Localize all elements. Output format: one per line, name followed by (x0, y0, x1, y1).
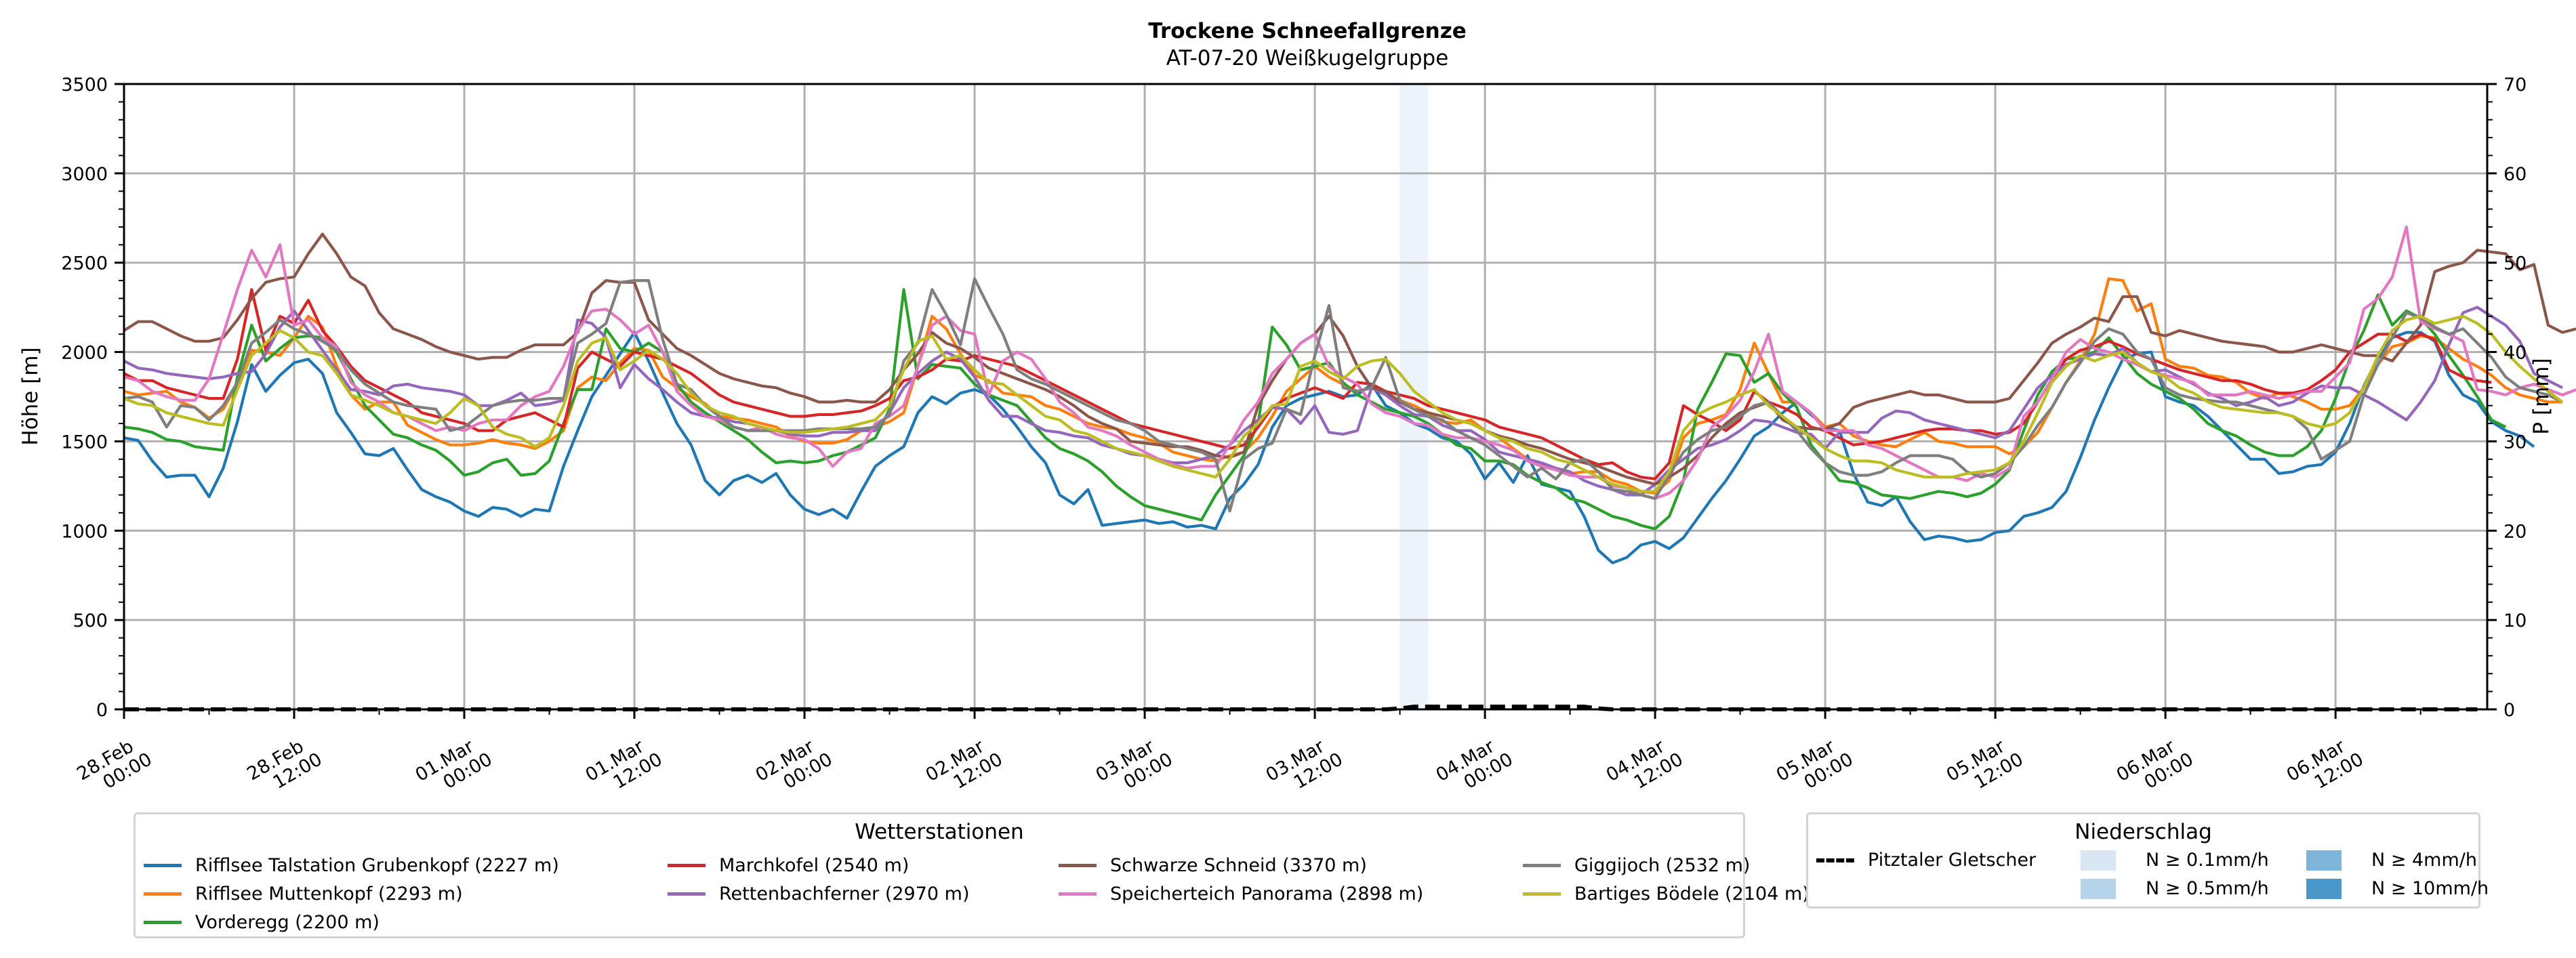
y-tick-label: 3500 (61, 75, 108, 96)
legend-swatch (1523, 864, 1561, 867)
x-axis: 28.Feb00:00 28.Feb12:00 01.Mar00:00 01.Mar1… (73, 709, 2421, 804)
x-tick-label: 03.Mar12:00 (1263, 731, 1347, 804)
legend-swatch (144, 892, 182, 896)
legend-swatch (1059, 892, 1097, 896)
y-right-tick-label: 70 (2503, 75, 2527, 96)
y-right-tick-label: 0 (2503, 700, 2515, 721)
legend-item-station: Marchkofel (2540 m) (668, 855, 909, 876)
legend-swatch (1059, 864, 1097, 867)
y-axis-left: 0 500 1000 1500 2000 2500 3000 3500 (61, 75, 124, 721)
legend-label: Vorderegg (2200 m) (195, 912, 380, 933)
legend-label: N ≥ 0.5mm/h (2146, 878, 2269, 899)
legend-label: Rettenbachferner (2970 m) (719, 883, 970, 904)
legend-swatch-patch (2081, 878, 2116, 899)
y-right-tick-label: 60 (2503, 164, 2527, 185)
y-tick-label: 3000 (61, 164, 108, 185)
x-tick-label: 02.Mar00:00 (752, 731, 836, 804)
y-right-tick-label: 20 (2503, 521, 2527, 542)
legend-swatch-patch (2306, 850, 2342, 871)
x-tick-label: 01.Mar00:00 (412, 731, 496, 804)
legend-label: Speicherteich Panorama (2898 m) (1110, 883, 1424, 904)
legend-label: Giggijoch (2532 m) (1574, 855, 1751, 876)
x-tick-label: 06.Mar00:00 (2113, 731, 2197, 804)
legend-label: Bartiges Bödele (2104 m) (1574, 883, 1810, 904)
legend-item-precip-class: N ≥ 0.1mm/h (2081, 850, 2269, 871)
legend-item-station: Bartiges Bödele (2104 m) (1523, 883, 1810, 904)
y-axis-right-label: P [mm] (2529, 358, 2554, 434)
x-tick-label: 03.Mar00:00 (1092, 731, 1177, 804)
legend-stations: Wetterstationen Rifflsee Talstation Grub… (134, 812, 1810, 938)
legend-item-station: Rettenbachferner (2970 m) (668, 883, 970, 904)
legend-label: N ≥ 10mm/h (2371, 878, 2489, 899)
y-right-tick-label: 30 (2503, 432, 2527, 453)
x-tick-label: 01.Mar12:00 (582, 731, 666, 804)
legend-label: N ≥ 4mm/h (2371, 850, 2477, 871)
legend-swatch-patch (2306, 878, 2342, 899)
y-axis-label: Höhe [m] (18, 347, 43, 445)
legend-swatch (668, 864, 706, 867)
legend-item-precip-class: N ≥ 10mm/h (2306, 878, 2489, 899)
x-tick-label: 04.Mar12:00 (1603, 731, 1687, 804)
legend-label: Rifflsee Talstation Grubenkopf (2227 m) (195, 855, 559, 876)
y-right-tick-label: 50 (2503, 253, 2527, 274)
legend-label: Pitztaler Gletscher (1868, 850, 2037, 871)
x-tick-label: 06.Mar12:00 (2283, 731, 2367, 804)
series-line-rifflsee-talstation-grubenkopf-2227-m (123, 331, 2535, 564)
legend-swatch-patch (2081, 850, 2116, 871)
legend-swatch-dashed (1816, 858, 1854, 862)
legend-item-station: Schwarze Schneid (3370 m) (1059, 855, 1367, 876)
legend-label: N ≥ 0.1mm/h (2146, 850, 2269, 871)
legend-item-pitztaler-gletscher: Pitztaler Gletscher (1816, 850, 2036, 871)
legend-swatch (1523, 892, 1561, 896)
series-line-giggijoch-2532-m (123, 277, 2563, 513)
y-right-tick-label: 40 (2503, 343, 2527, 364)
y-right-tick-label: 10 (2503, 610, 2527, 631)
x-tick-label: 28.Feb12:00 (243, 731, 325, 802)
y-tick-label: 2500 (61, 253, 108, 274)
y-tick-label: 1500 (61, 432, 108, 453)
x-tick-label: 04.Mar00:00 (1433, 731, 1517, 804)
y-tick-label: 0 (96, 700, 108, 721)
chart-title: Trockene Schneefallgrenze (1148, 19, 1467, 43)
series-line-vorderegg-2200-m (123, 288, 2507, 530)
y-tick-label: 1000 (61, 521, 108, 542)
series-lines (123, 225, 2576, 564)
legend-item-station: Rifflsee Talstation Grubenkopf (2227 m) (144, 855, 559, 876)
legend-item-station: Speicherteich Panorama (2898 m) (1059, 883, 1423, 904)
x-tick-label: 28.Feb00:00 (73, 731, 155, 802)
legend-swatch (668, 892, 706, 896)
legend-swatch (144, 864, 182, 867)
series-line-bartiges-b-dele-2104-m (123, 314, 2564, 493)
legend-item-station: Giggijoch (2532 m) (1523, 855, 1750, 876)
x-tick-label: 05.Mar12:00 (1943, 731, 2027, 804)
legend-item-station: Rifflsee Muttenkopf (2293 m) (144, 883, 463, 904)
series-line-speicherteich-panorama-2898-m (123, 225, 2576, 500)
legend-label: Schwarze Schneid (3370 m) (1110, 855, 1367, 876)
legend-label: Marchkofel (2540 m) (719, 855, 909, 876)
legend-item-station: Vorderegg (2200 m) (144, 912, 380, 933)
legend-label: Rifflsee Muttenkopf (2293 m) (195, 883, 463, 904)
legend-item-precip-class: N ≥ 4mm/h (2306, 850, 2477, 871)
plot-frame (123, 83, 2489, 711)
legend-precip-title: Niederschlag (2074, 820, 2212, 844)
x-tick-label: 05.Mar00:00 (1773, 731, 1857, 804)
x-tick-label: 02.Mar12:00 (922, 731, 1006, 804)
chart-subtitle: AT-07-20 Weißkugelgruppe (1166, 46, 1449, 70)
y-axis-right: 0 10 20 30 40 50 60 70 (2487, 75, 2527, 721)
legend-precip: Niederschlag Pitztaler Gletscher N ≥ 0.1… (1806, 812, 2489, 909)
legend-item-precip-class: N ≥ 0.5mm/h (2081, 878, 2269, 899)
legend-stations-title: Wetterstationen (855, 820, 1024, 844)
y-tick-label: 2000 (61, 343, 108, 364)
series-line-schwarze-schneid-3370-m (123, 232, 2576, 486)
legend-swatch (144, 921, 182, 924)
y-tick-label: 500 (73, 610, 108, 631)
